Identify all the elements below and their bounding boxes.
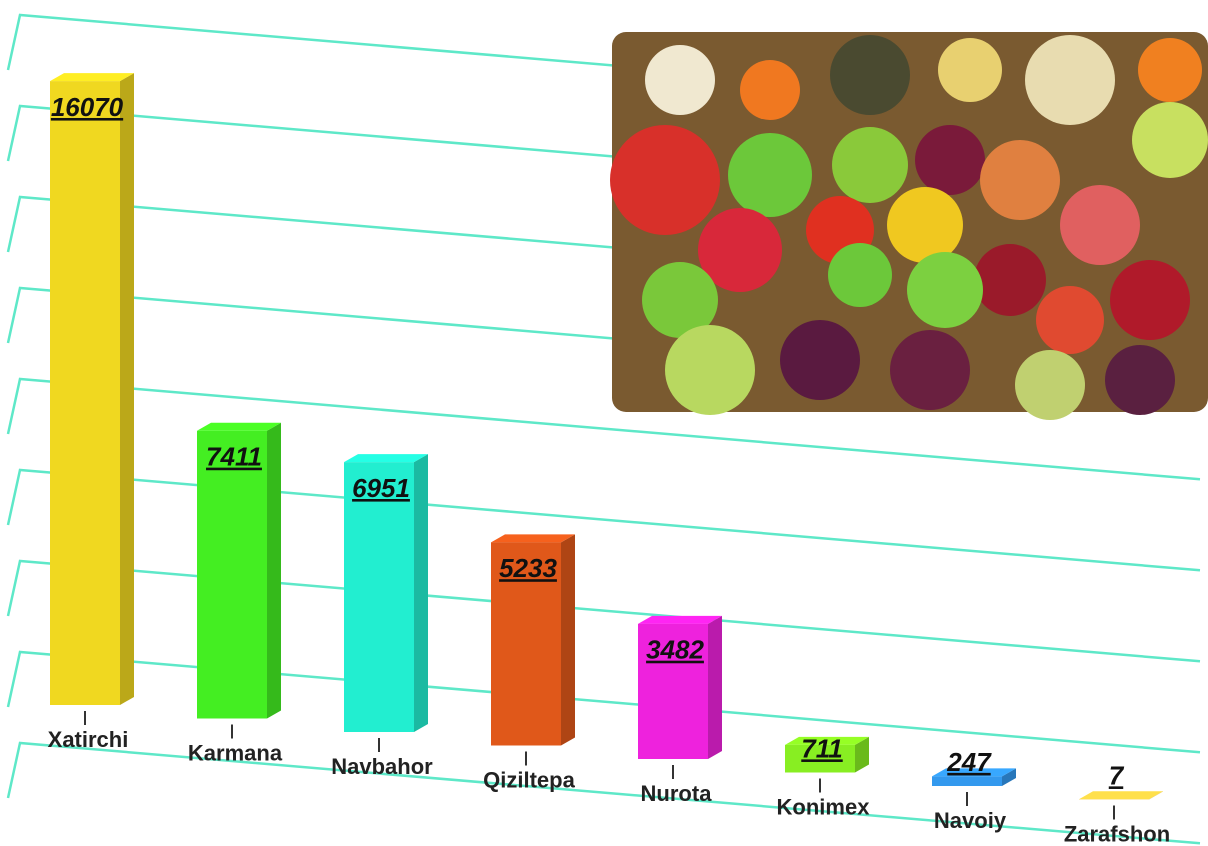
bar-side (561, 534, 575, 746)
bar-group: 7411 Karmana (188, 422, 283, 765)
value-label: 247 (946, 747, 992, 777)
grid-line (6, 377, 1201, 481)
x-tick-label: Konimex (777, 794, 871, 819)
bar-top (1079, 791, 1163, 800)
bar (197, 430, 267, 719)
value-label: 3482 (646, 635, 704, 665)
bar-side (414, 454, 428, 732)
x-tick-label: Navbahor (331, 754, 433, 779)
value-label: 7411 (206, 442, 262, 472)
bar-top (491, 534, 575, 543)
x-tick-label: Xatirchi (48, 727, 129, 752)
bar-group: 16070 Xatirchi (48, 73, 134, 752)
bar (785, 744, 855, 773)
x-tick-label: Zarafshon (1064, 821, 1170, 846)
bar (50, 81, 120, 705)
bar-group: 6951 Navbahor (331, 454, 433, 779)
x-tick-label: Navoiy (934, 808, 1007, 833)
bar-side (120, 73, 134, 705)
bar (638, 623, 708, 759)
bar-top (638, 615, 722, 624)
grid (6, 13, 1201, 845)
bar-group: 3482 Nurota (638, 615, 722, 806)
bar-side (1002, 768, 1016, 786)
grid-line (6, 559, 1201, 663)
bar-side (267, 422, 281, 719)
bar-top (785, 736, 869, 745)
bar (491, 542, 561, 746)
bar-top (197, 422, 281, 431)
bar (344, 462, 414, 732)
x-tick-label: Nurota (641, 781, 713, 806)
bar-top (344, 454, 428, 463)
fruit-photo (610, 32, 1208, 420)
grid-line (6, 650, 1201, 754)
bar (932, 776, 1002, 786)
bar-top (932, 768, 1016, 777)
bars: 16070 Xatirchi 7411 Karmana 6951 Navbahor 5233… (48, 73, 1170, 846)
value-label: 6951 (352, 473, 410, 503)
grid-line (6, 468, 1201, 572)
bar-side (855, 736, 869, 773)
bar-side (1149, 791, 1163, 800)
bar-side (708, 615, 722, 759)
value-label: 7 (1109, 760, 1125, 790)
x-tick-label: Qiziltepa (483, 767, 575, 792)
x-tick-label: Karmana (188, 740, 283, 765)
bar-group: 711 Konimex (777, 733, 871, 819)
bar-group: 247 Navoiy (932, 747, 1016, 833)
bar-group: 7 Zarafshon (1064, 760, 1170, 846)
grid-line (6, 741, 1201, 845)
bar-group: 5233 Qiziltepa (483, 534, 576, 792)
value-label: 711 (801, 733, 842, 763)
bar-top (50, 73, 134, 82)
value-label: 16070 (51, 92, 124, 122)
value-label: 5233 (499, 553, 557, 583)
